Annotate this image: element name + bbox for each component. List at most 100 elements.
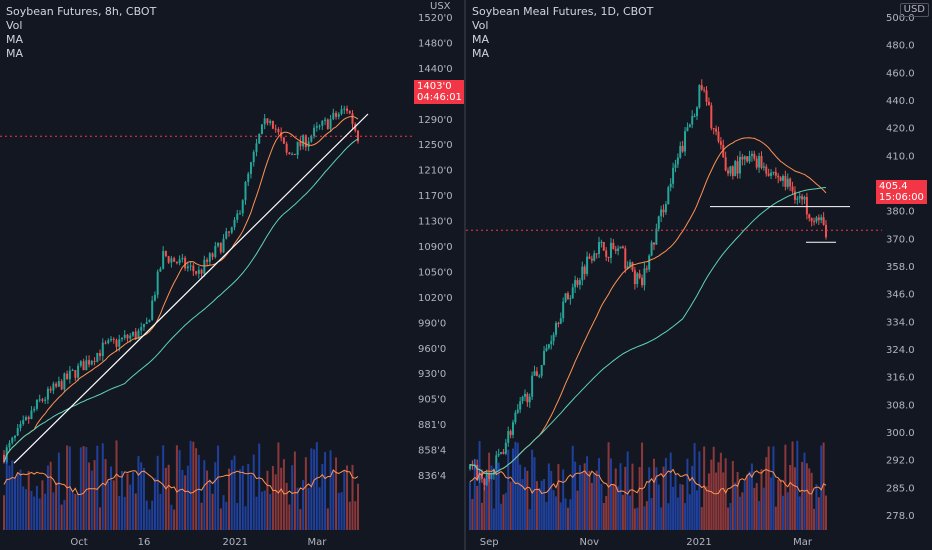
volume-bar xyxy=(219,508,222,530)
candle-body xyxy=(662,209,665,213)
candle-body xyxy=(115,340,118,347)
candle-body xyxy=(35,399,38,409)
candle-body xyxy=(60,381,63,390)
volume-bar xyxy=(710,459,713,530)
candle-body xyxy=(495,455,498,470)
ma-slow-line xyxy=(3,138,359,463)
volume-bar xyxy=(516,442,519,530)
legend-vol[interactable]: Vol xyxy=(6,19,23,32)
candle-body xyxy=(8,442,11,448)
candle-body xyxy=(583,266,586,274)
volume-bar xyxy=(33,496,36,530)
volume-bar xyxy=(758,501,761,530)
volume-bar xyxy=(208,479,211,530)
candle-body xyxy=(731,166,734,177)
candle-body xyxy=(30,410,33,420)
volume-bar xyxy=(123,496,126,530)
candle-body xyxy=(810,218,813,222)
candle-body xyxy=(38,399,41,401)
legend-ma-1[interactable]: MA xyxy=(472,33,490,46)
candle-body xyxy=(252,151,255,163)
volume-bar xyxy=(118,496,121,530)
volume-bar xyxy=(531,449,534,530)
candle-body xyxy=(748,155,751,162)
candle-body xyxy=(738,156,741,174)
candle-body xyxy=(822,217,825,225)
volume-bar xyxy=(614,468,617,530)
candle-body xyxy=(33,408,36,411)
candle-body xyxy=(803,197,806,200)
volume-bar xyxy=(13,477,16,530)
candle-body xyxy=(578,280,581,285)
legend-ma-2[interactable]: MA xyxy=(472,47,490,60)
soybean-countdown: 04:46:01 xyxy=(417,92,462,103)
volume-bar xyxy=(660,507,663,530)
soybean-meal-futures-pane[interactable]: 500.0480.0460.0440.0420.0410.0390.0380.0… xyxy=(466,0,932,550)
volume-bar xyxy=(641,442,644,530)
soybean-last-price-badge: 1403'0 04:46:01 xyxy=(414,80,465,104)
volume-ma-line xyxy=(3,469,359,496)
candle-body xyxy=(710,105,713,129)
candle-body xyxy=(514,412,517,423)
candle-body xyxy=(357,130,359,142)
volume-bar xyxy=(52,492,55,530)
legend-ma-2[interactable]: MA xyxy=(6,47,24,60)
volume-bar xyxy=(760,469,763,530)
soybean-meal-futures-chart[interactable]: 500.0480.0460.0440.0420.0410.0390.0380.0… xyxy=(466,0,932,550)
candle-body xyxy=(571,287,574,299)
pane-divider[interactable] xyxy=(464,0,466,550)
price-axis-tick: 380.0 xyxy=(886,207,915,218)
candle-body xyxy=(285,143,288,153)
candle-body xyxy=(244,182,247,201)
candle-body xyxy=(208,253,211,262)
meal-title: Soybean Meal Futures, 1D, CBOT xyxy=(472,5,654,18)
soybean-futures-pane[interactable]: 1520'01480'01440'01340'01290'01250'01210… xyxy=(0,0,465,550)
candle-body xyxy=(151,300,154,320)
candle-body xyxy=(247,173,250,183)
volume-bar xyxy=(605,495,608,530)
candle-body xyxy=(192,265,195,272)
volume-bar xyxy=(145,500,148,530)
legend-ma-1[interactable]: MA xyxy=(6,33,24,46)
candle-body xyxy=(82,361,85,371)
candle-body xyxy=(695,107,698,117)
volume-bar xyxy=(11,460,14,530)
volume-bar xyxy=(820,445,823,530)
volume-bar xyxy=(514,441,517,530)
volume-bar xyxy=(521,479,524,530)
volume-bar xyxy=(700,507,703,530)
candle-body xyxy=(159,268,162,272)
candle-body xyxy=(140,327,143,331)
candle-body xyxy=(291,153,294,155)
legend-vol[interactable]: Vol xyxy=(472,19,489,32)
volume-bar xyxy=(326,508,329,530)
candle-body xyxy=(296,141,299,155)
candle-body xyxy=(655,228,658,245)
candle-body xyxy=(22,420,25,425)
volume-bar xyxy=(343,470,346,530)
trend-line xyxy=(13,113,369,464)
volume-bar xyxy=(153,478,156,530)
ma-slow-line xyxy=(469,187,826,475)
candle-body xyxy=(719,141,722,145)
volume-bar xyxy=(249,474,252,530)
volume-bar xyxy=(564,498,567,530)
volume-bar xyxy=(206,470,209,530)
candle-body xyxy=(68,370,71,380)
soybean-futures-chart[interactable]: 1520'01480'01440'01340'01290'01250'01210… xyxy=(0,0,464,550)
candle-body xyxy=(282,137,285,144)
candle-body xyxy=(729,166,732,174)
volume-bar xyxy=(602,503,605,530)
volume-bar xyxy=(574,461,577,530)
volume-bar xyxy=(478,441,481,530)
meal-last-price: 405.4 xyxy=(879,181,908,192)
candle-body xyxy=(93,361,96,363)
candle-body xyxy=(815,217,818,222)
volume-bar xyxy=(274,474,277,530)
volume-bar xyxy=(779,479,782,530)
volume-bar xyxy=(793,467,796,530)
volume-bar xyxy=(691,465,694,530)
currency-button[interactable]: USD xyxy=(899,3,929,17)
volume-bar xyxy=(497,462,500,530)
candle-body xyxy=(626,266,629,269)
